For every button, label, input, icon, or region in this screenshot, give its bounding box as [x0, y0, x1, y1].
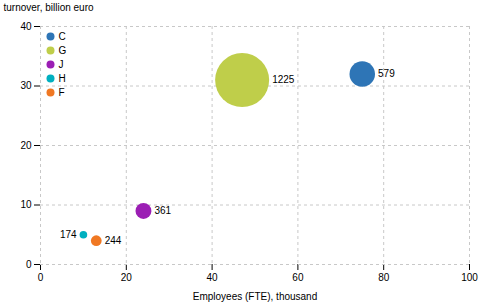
svg-text:G: G: [59, 45, 67, 56]
svg-text:30: 30: [20, 80, 32, 91]
svg-text:turnover, billion euro: turnover, billion euro: [4, 2, 94, 13]
svg-text:0: 0: [26, 259, 32, 270]
svg-text:244: 244: [105, 235, 122, 246]
svg-text:174: 174: [60, 229, 77, 240]
svg-text:579: 579: [378, 68, 395, 79]
svg-text:20: 20: [20, 140, 32, 151]
svg-text:F: F: [59, 87, 65, 98]
svg-text:60: 60: [292, 272, 304, 283]
svg-text:40: 40: [20, 21, 32, 32]
svg-text:20: 20: [121, 272, 133, 283]
svg-text:Employees (FTE), thousand: Employees (FTE), thousand: [193, 291, 318, 302]
svg-text:1225: 1225: [272, 74, 295, 85]
svg-text:J: J: [59, 59, 64, 70]
svg-text:80: 80: [378, 272, 390, 283]
svg-text:C: C: [59, 31, 66, 42]
svg-text:0: 0: [38, 272, 44, 283]
svg-text:361: 361: [154, 205, 171, 216]
svg-text:100: 100: [461, 272, 478, 283]
svg-text:40: 40: [207, 272, 219, 283]
svg-text:H: H: [59, 73, 66, 84]
svg-text:10: 10: [20, 199, 32, 210]
